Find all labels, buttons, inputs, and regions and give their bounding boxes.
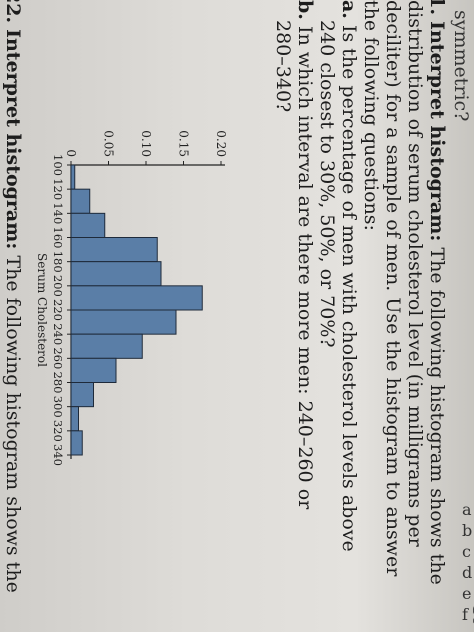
histogram-bar-220-240	[70, 309, 177, 335]
exercise-22-title: Interpret histogram:	[2, 29, 24, 250]
margin-letter-f: f	[462, 605, 468, 624]
x-tick-label-3: 160	[51, 227, 65, 249]
x-tick-label-12: 340	[51, 444, 65, 466]
histogram-bar-260-280	[70, 357, 117, 384]
histogram-bar-240-260	[70, 333, 143, 359]
x-tick-label-7: 240	[51, 323, 65, 345]
histogram-bar-100-120	[70, 164, 76, 190]
exercise-21-line-1: 21. Interpret histogram: The following h…	[426, 0, 448, 585]
exercise-22-fragment: 22. Interpret histogram: The following h…	[2, 0, 24, 593]
x-tick-label-11: 320	[51, 420, 65, 442]
margin-letter-e: e	[462, 584, 472, 603]
histogram-bar-120-140	[70, 188, 91, 214]
previous-question-tail: symmetric?	[450, 10, 472, 122]
part-b-label: b.	[294, 0, 316, 20]
exercise-title: Interpret histogram:	[426, 21, 448, 242]
x-tick-label-8: 260	[51, 347, 65, 369]
x-tick-label-9: 280	[51, 372, 65, 394]
exercise-text-4: the following questions:	[360, 0, 382, 231]
x-tick-label-6: 220	[51, 299, 65, 321]
x-tick-label-5: 200	[51, 275, 65, 297]
y-tick-label-4: 0.20	[214, 130, 228, 157]
histogram-bar-200-220	[70, 285, 203, 311]
histogram-bar-160-180	[70, 237, 158, 263]
y-tick-label-0: 0	[64, 149, 78, 157]
part-b-text-2: 280–340?	[272, 20, 294, 113]
histogram-bar-320-340	[70, 430, 83, 456]
part-a-label: a.	[338, 0, 360, 19]
exercise-22-number: 22.	[2, 0, 24, 24]
exercise-text-2: distribution of serum cholesterol level …	[404, 0, 426, 547]
x-tick-label-1: 120	[51, 178, 65, 200]
x-tick-label-4: 180	[51, 251, 65, 273]
margin-letter-c: c	[462, 542, 471, 561]
histogram-bar-280-300	[70, 382, 94, 408]
exercise-text-1: The following histogram shows the	[426, 247, 448, 585]
part-b-text-1: In which interval are there more men: 24…	[294, 25, 316, 510]
margin-letter-d: d	[462, 563, 473, 582]
x-tick-label-0: 100	[51, 154, 65, 176]
margin-letter-b: b	[462, 521, 473, 540]
margin-letter-a: a	[462, 500, 472, 519]
x-tick-label-10: 300	[51, 396, 65, 418]
y-tick-label-3: 0.15	[177, 130, 191, 157]
exercise-number: 21.	[426, 0, 448, 15]
histogram-bar-300-320	[70, 406, 79, 432]
x-tick-label-2: 140	[51, 202, 65, 224]
histogram-bar-140-160	[70, 212, 106, 239]
part-b-line-1: b. In which interval are there more men:…	[294, 0, 316, 509]
y-tick-label-2: 0.10	[139, 130, 153, 157]
exercise-22-text: The following histogram shows the	[2, 255, 24, 593]
part-a-text-1: Is the percentage of men with cholestero…	[338, 24, 360, 552]
part-a-text-2: 240 closest to 30%, 50%, or 70%?	[316, 20, 338, 348]
y-tick-label-1: 0.05	[102, 130, 116, 157]
x-axis-title: Serum Cholesterol	[36, 253, 49, 367]
histogram-bar-180-200	[70, 261, 162, 287]
part-a-line-1: a. Is the percentage of men with cholest…	[338, 0, 360, 552]
exercise-text-3: deciliter) for a sample of men. Use the …	[382, 0, 404, 577]
cholesterol-histogram: 0 0.05 0.10 0.15 0.20 100 120 140 160 180 200 220 24…	[36, 130, 228, 466]
margin-letter-sc: Sc	[469, 605, 474, 625]
